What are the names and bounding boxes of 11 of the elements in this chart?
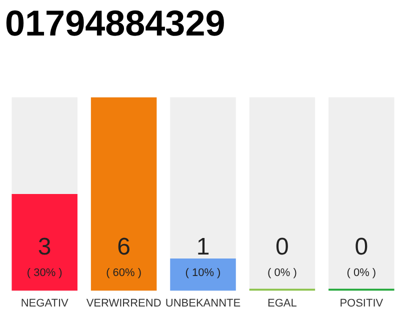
x-tick-label: EGAL [268,297,297,310]
chart-title: 01794884329 [5,2,226,44]
data-label: 0 ( 0% ) [268,233,297,279]
data-label: 6 ( 60% ) [106,233,142,279]
x-tick-label: NEGATIV [20,297,69,310]
data-label: 0 ( 0% ) [346,233,376,279]
data-label: 3 ( 30% ) [26,233,62,279]
x-tick-label: UNBEKANNTE [165,297,241,310]
x-tick-label: POSITIV [340,297,384,310]
data-label: 1 ( 10% ) [185,233,221,279]
x-tick-label: VERWIRREND [86,297,162,310]
